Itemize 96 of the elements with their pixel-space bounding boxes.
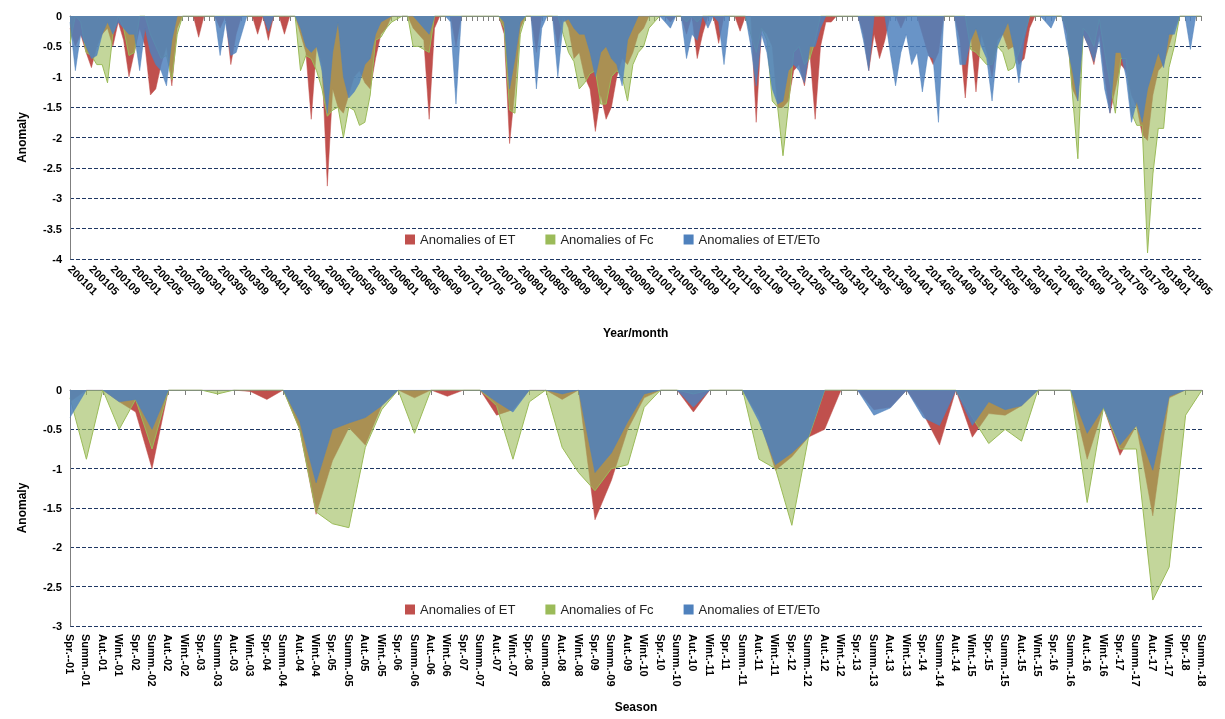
legend-label: Anomalies of Fc [560, 602, 655, 617]
legend-label: Anomalies of Fc [560, 232, 655, 247]
y-tick-label: -2 [52, 541, 62, 554]
y-tick-label: -1.5 [43, 101, 62, 114]
legend-label: Anomalies of ET/ETo [698, 602, 820, 617]
x-axis-title: Year/month [602, 326, 669, 340]
x-tick-label: Wint.-12 [835, 634, 848, 677]
y-axis-title: Anomaly [15, 482, 29, 534]
x-tick-label: Wint.-16 [1097, 634, 1110, 677]
x-tick-label: Wint.-01 [113, 634, 126, 677]
x-tick-label: Aut.-02 [162, 634, 175, 672]
x-tick-label: Aut.-01 [96, 634, 109, 672]
x-tick-label: Aut.-05 [359, 634, 372, 672]
x-tick-label: Wint.-07 [506, 634, 519, 677]
legend-label: Anomalies of ET [420, 232, 516, 247]
x-tick-label: Aut.-04 [293, 634, 306, 673]
y-tick-label: -2 [52, 131, 62, 144]
y-axis-title: Anomaly [15, 111, 29, 163]
x-tick-label: Spr.-10 [654, 634, 667, 671]
x-tick-label: Spr.-09 [588, 634, 601, 671]
x-tick-label: Wint.-15 [966, 634, 979, 677]
x-tick-label: Spr.-04 [260, 634, 273, 672]
x-tick-label: Aut.-14 [949, 634, 962, 673]
x-tick-label: Aut.-17 [1146, 634, 1159, 672]
y-tick-label: -2.5 [43, 161, 62, 174]
x-tick-label: Spr.-17 [1113, 634, 1126, 671]
x-tick-label: Spr.-15 [982, 634, 995, 671]
y-tick-label: -1 [52, 70, 62, 83]
y-tick-label: 0 [55, 384, 62, 396]
x-tick-label: Spr.-02 [129, 634, 142, 671]
x-tick-label: Summ.-09 [605, 634, 618, 687]
x-tick-label: Summ.-07 [474, 634, 487, 687]
x-tick-label: Spr.-05 [326, 634, 339, 671]
x-tick-label: Aut.-03 [228, 634, 241, 672]
x-tick-label: Spr.-12 [785, 634, 798, 671]
x-tick-label: Spr.-11 [720, 634, 733, 671]
x-tick-label: Aut.-11 [753, 634, 766, 671]
x-tick-label: Summ.-04 [277, 634, 290, 688]
x-tick-label: Wint.-05 [375, 634, 388, 677]
x-tick-label: Spr.-07 [457, 634, 470, 671]
x-tick-label: Spr.-16 [1048, 634, 1061, 671]
y-tick-label: -3 [52, 192, 62, 205]
x-tick-label: Spr.-14 [917, 634, 930, 672]
x-tick-label: Summ.-01 [80, 634, 93, 687]
x-tick-label: Wint.-15 [1031, 634, 1044, 677]
x-tick-label: Aut.-13 [884, 634, 897, 672]
y-tick-label: -3.5 [43, 222, 62, 235]
x-tick-label: Wint.-06 [441, 634, 454, 677]
x-tick-label: Aut.-08 [556, 634, 569, 672]
y-tick-label: -1.5 [43, 502, 62, 514]
x-tick-label: Summ.-14 [933, 634, 946, 688]
x-tick-label: Spr.--01 [64, 634, 76, 675]
y-tick-label: -4 [52, 253, 63, 265]
x-tick-label: Spr.-18 [1179, 634, 1192, 671]
x-tick-label: Summ.-12 [802, 634, 815, 687]
legend-label: Anomalies of ET [420, 602, 516, 617]
y-tick-label: -0.5 [43, 423, 62, 436]
x-tick-label: Summ.-06 [408, 634, 421, 687]
x-tick-label: Wint.-10 [638, 634, 651, 677]
x-tick-label: Summ.-16 [1064, 634, 1077, 687]
x-tick-label: Aut.-07 [490, 634, 503, 672]
x-tick-label: Summ.-10 [671, 634, 684, 687]
x-tick-label: Spr.-06 [392, 634, 405, 671]
x-tick-label: Wint.-04 [310, 634, 323, 678]
x-tick-label: Wint.-03 [244, 634, 257, 677]
x-tick-label: Spr.-08 [523, 634, 536, 671]
x-tick-label: Aut.-12 [818, 634, 831, 672]
x-tick-label: Aut.-10 [687, 634, 700, 672]
x-tick-label: Summ.-03 [211, 634, 224, 687]
x-tick-label: Wint.-13 [900, 634, 913, 677]
x-tick-label: Wint.-11 [769, 634, 782, 677]
x-tick-label: Summ.-08 [539, 634, 552, 687]
y-tick-label: -2.5 [43, 580, 62, 593]
x-tick-label: Summ.-13 [867, 634, 880, 687]
x-tick-label: Summ.-11 [736, 634, 749, 686]
legend-label: Anomalies of ET/ETo [698, 232, 820, 247]
x-tick-label: Summ.-18 [1196, 634, 1208, 687]
x-tick-label: Aut.-15 [1015, 634, 1028, 672]
x-tick-label: Summ.-05 [342, 634, 355, 687]
x-tick-label: Summ.-17 [1130, 634, 1143, 687]
x-tick-label: Aut.-09 [621, 634, 634, 672]
x-tick-label: Summ.-15 [999, 634, 1012, 687]
x-tick-label: Spr.-03 [195, 634, 208, 671]
y-tick-label: 0 [55, 10, 62, 22]
x-tick-label: Wint.-17 [1163, 634, 1176, 677]
y-tick-label: -0.5 [43, 40, 62, 53]
x-tick-label: Wint.-08 [572, 634, 585, 677]
y-tick-label: -1 [52, 462, 62, 475]
x-tick-label: Aut.-16 [1081, 634, 1094, 672]
x-tick-label: Spr.-13 [851, 634, 864, 671]
x-tick-label: Summ.-02 [146, 634, 159, 687]
x-axis-title: Season [614, 700, 658, 714]
x-tick-label: Wint.-11 [703, 634, 716, 677]
y-tick-label: -3 [52, 620, 62, 632]
x-tick-label: Wint.-02 [178, 634, 191, 677]
x-tick-label: Aut.--06 [424, 634, 437, 675]
